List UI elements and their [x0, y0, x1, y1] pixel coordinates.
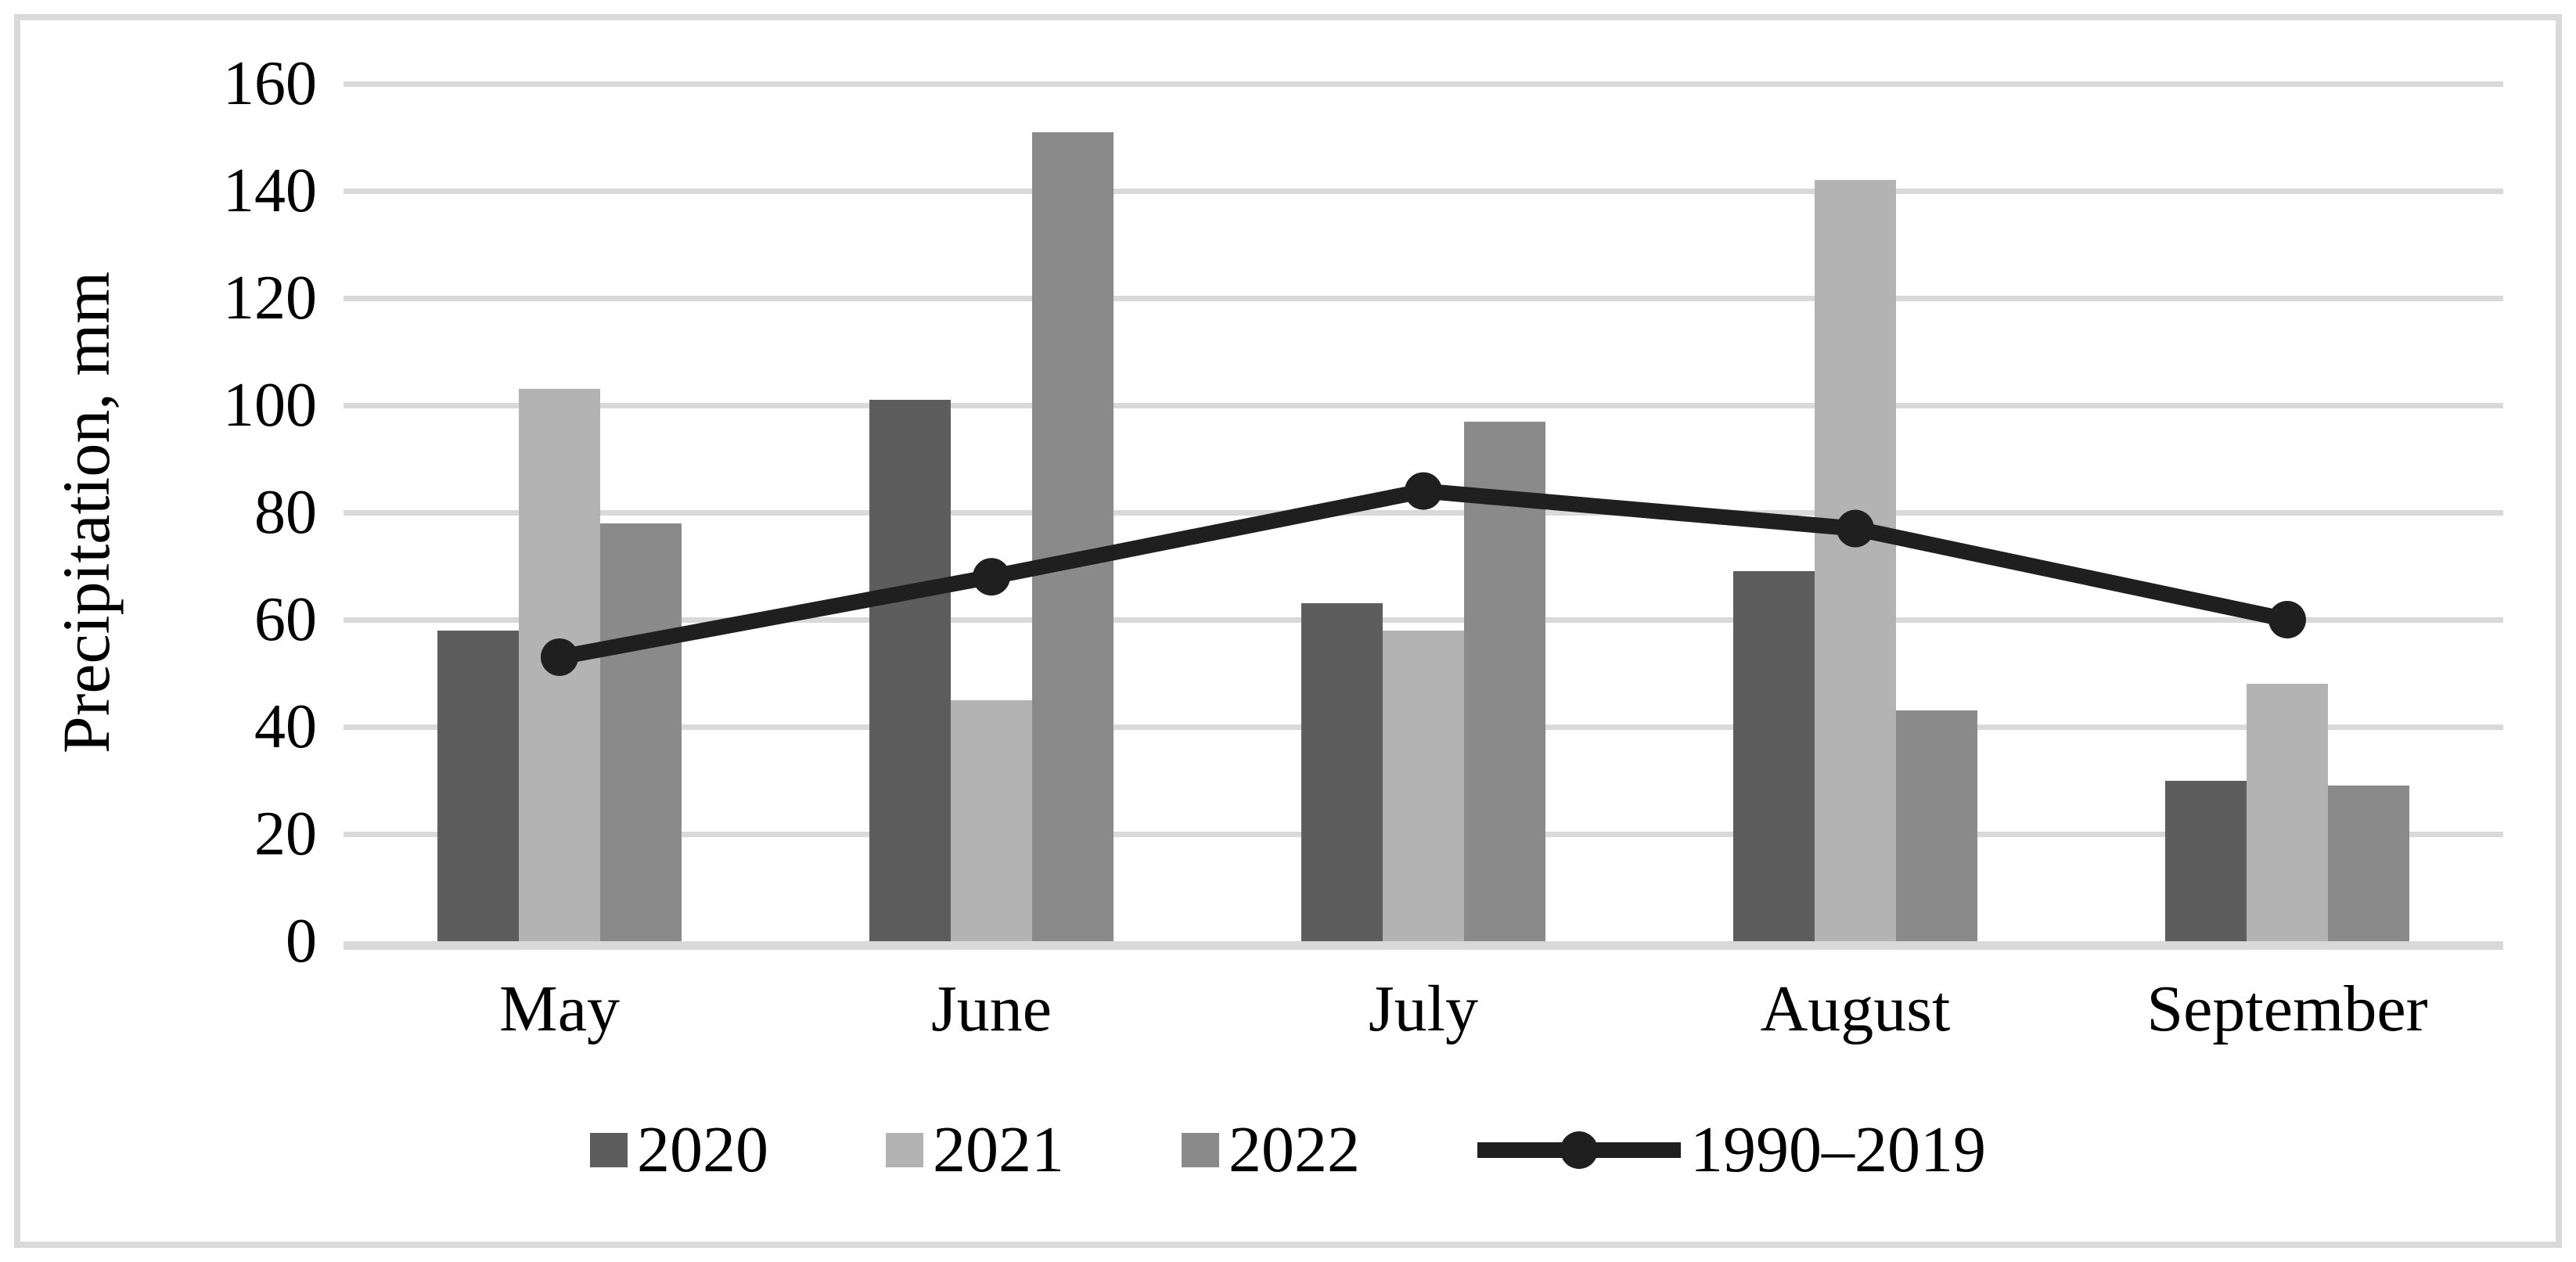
bar-2022-august — [1896, 710, 1977, 941]
bar-2022-may — [600, 523, 682, 941]
bar-2021-june — [951, 699, 1032, 941]
y-tick-label: 100 — [223, 371, 317, 440]
legend-swatch-2022 — [1182, 1133, 1219, 1167]
bar-2020-may — [437, 630, 519, 941]
trend-line — [558, 483, 2290, 665]
bar-2021-september — [2247, 684, 2328, 941]
bar-2020-july — [1301, 603, 1383, 941]
line-marker-june — [973, 558, 1010, 596]
x-category-label-may: May — [499, 973, 620, 1045]
y-tick-label: 0 — [286, 907, 317, 976]
y-tick-label: 40 — [254, 692, 317, 761]
legend: 2020 2021 2022 1990–2019 — [0, 1107, 2576, 1193]
legend-item-2020: 2020 — [590, 1111, 768, 1189]
legend-line-marker — [1477, 1131, 1681, 1169]
gridline — [344, 189, 2503, 194]
x-axis-line — [344, 941, 2503, 950]
bar-2020-september — [2165, 780, 2247, 941]
gridline — [344, 296, 2503, 301]
y-tick-label: 160 — [223, 49, 317, 118]
bar-2021-july — [1383, 630, 1464, 941]
legend-item-2021: 2021 — [886, 1111, 1064, 1189]
line-marker-july — [1405, 472, 1442, 510]
x-category-label-september: September — [2146, 973, 2428, 1045]
x-category-label-june: June — [931, 973, 1052, 1045]
y-tick-label: 20 — [254, 800, 317, 868]
bar-2020-august — [1733, 571, 1815, 941]
legend-item-1990–2019: 1990–2019 — [1477, 1111, 1986, 1189]
legend-item-2022: 2022 — [1182, 1111, 1360, 1189]
bar-2022-june — [1032, 131, 1114, 941]
gridline — [344, 617, 2503, 623]
line-marker-september — [2268, 601, 2306, 638]
gridline — [344, 403, 2503, 408]
legend-label-2022: 2022 — [1229, 1113, 1360, 1186]
y-tick-label: 120 — [223, 264, 317, 333]
line-series-1990–2019 — [541, 472, 2306, 676]
gridline — [344, 510, 2503, 516]
gridline — [344, 81, 2503, 87]
line-marker-august — [1837, 509, 1874, 548]
y-tick-label: 80 — [254, 478, 317, 547]
plot-area — [344, 81, 2503, 950]
legend-label-2020: 2020 — [637, 1113, 768, 1186]
legend-swatch-2021 — [886, 1133, 923, 1167]
x-category-label-august: August — [1760, 973, 1951, 1045]
y-tick-label: 140 — [223, 156, 317, 225]
bar-2020-june — [869, 400, 951, 941]
line-marker-may — [541, 638, 578, 676]
legend-label-1990–2019: 1990–2019 — [1690, 1113, 1986, 1186]
legend-swatch-2020 — [590, 1133, 628, 1167]
bar-2021-august — [1815, 180, 1896, 941]
bar-2022-september — [2328, 786, 2409, 941]
x-category-label-july: July — [1368, 973, 1479, 1045]
y-tick-label: 60 — [254, 585, 317, 654]
legend-label-2021: 2021 — [933, 1113, 1064, 1186]
